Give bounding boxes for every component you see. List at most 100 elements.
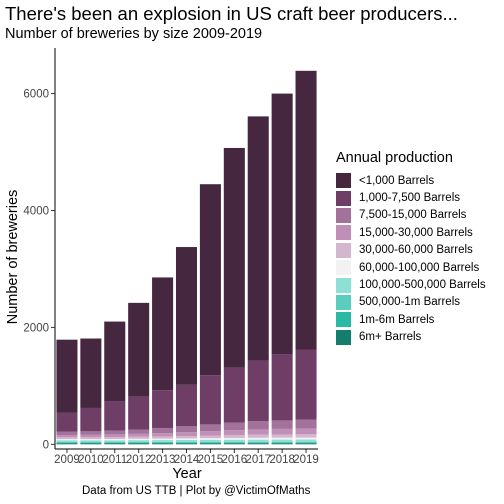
- legend-swatch: [336, 277, 351, 293]
- x-tick-label: 2011: [102, 454, 127, 466]
- bar-segment-2013-3: [152, 440, 174, 442]
- bar-segment-2015-9: [199, 184, 221, 376]
- bar-segment-2019-9: [295, 70, 317, 350]
- chart-subtitle: Number of breweries by size 2009-2019: [5, 26, 263, 42]
- bar-segment-2011-4: [104, 438, 126, 441]
- bar-segment-2016-9: [223, 147, 245, 368]
- bar-segment-2015-7: [199, 424, 221, 432]
- legend-label: <1,000 Barrels: [359, 174, 435, 187]
- y-tick-label: 6000: [23, 89, 49, 101]
- legend-item: 6m+ Barrels: [336, 329, 486, 346]
- bar-segment-2014-4: [175, 438, 198, 440]
- bar-segment-2014-6: [175, 432, 198, 436]
- bar-segment-2018-2: [271, 441, 293, 443]
- bar-segment-2013-0: [152, 443, 174, 445]
- bar-segment-2012-8: [128, 396, 150, 430]
- bar-segment-2017-8: [247, 360, 269, 422]
- bar-segment-2018-7: [271, 420, 293, 429]
- y-tick-label: 0: [43, 439, 49, 451]
- chart-title: There's been an explosion in US craft be…: [5, 3, 458, 24]
- bar-segment-2016-4: [223, 437, 245, 440]
- bar-segment-2015-3: [199, 439, 221, 442]
- y-axis-title: Number of breweries: [5, 190, 21, 325]
- bars-layer: [56, 70, 317, 445]
- legend-label: 100,000-500,000 Barrels: [359, 279, 486, 292]
- bar-segment-2018-5: [271, 434, 293, 438]
- bar-segment-2017-5: [247, 434, 269, 438]
- legend: Annual production <1,000 Barrels 1,000-7,…: [336, 150, 486, 346]
- bar-segment-2012-1: [128, 442, 150, 444]
- bar-segment-2011-1: [104, 442, 126, 444]
- legend-label: 500,000-1m Barrels: [359, 296, 460, 309]
- legend-swatch: [336, 242, 351, 258]
- bar-segment-2015-6: [199, 431, 221, 436]
- bar-segment-2014-0: [175, 443, 198, 445]
- bar-segment-2018-3: [271, 439, 293, 442]
- chart-caption: Data from US TTB | Plot by @VictimOfMath…: [82, 485, 311, 497]
- bar-segment-2015-8: [199, 375, 221, 425]
- bar-segment-2012-9: [128, 302, 150, 397]
- bar-segment-2016-0: [223, 443, 245, 445]
- bar-segment-2015-0: [199, 443, 221, 445]
- bar-segment-2009-0: [56, 443, 78, 445]
- bar-segment-2016-7: [223, 422, 245, 431]
- bar-segment-2013-2: [152, 441, 174, 443]
- bar-segment-2010-9: [80, 338, 102, 408]
- bar-segment-2011-8: [104, 401, 126, 431]
- legend-label: 1,000-7,500 Barrels: [359, 192, 461, 205]
- bar-segment-2010-5: [80, 437, 102, 440]
- x-tick-label: 2009: [54, 454, 80, 466]
- legend-swatch: [336, 207, 351, 223]
- legend-swatch: [336, 173, 351, 189]
- bar-segment-2019-6: [295, 428, 317, 435]
- bar-segment-2018-6: [271, 428, 293, 435]
- bar-segment-2019-0: [295, 443, 317, 445]
- bar-segment-2017-4: [247, 437, 269, 440]
- bar-segment-2010-0: [80, 443, 102, 445]
- legend-label: 30,000-60,000 Barrels: [359, 244, 473, 257]
- bar-segment-2019-2: [295, 441, 317, 443]
- bar-segment-2017-1: [247, 442, 269, 444]
- bar-segment-2014-9: [175, 247, 198, 385]
- bar-segment-2013-6: [152, 433, 174, 437]
- bar-segment-2010-8: [80, 407, 102, 432]
- bar-segment-2013-9: [152, 277, 174, 391]
- bar-segment-2009-8: [56, 412, 78, 432]
- legend-item: 7,500-15,000 Barrels: [336, 207, 486, 224]
- bar-segment-2014-3: [175, 439, 198, 442]
- legend-label: 60,000-100,000 Barrels: [359, 261, 480, 274]
- legend-item: 60,000-100,000 Barrels: [336, 259, 486, 276]
- bar-segment-2009-7: [56, 431, 78, 435]
- bar-segment-2017-7: [247, 421, 269, 430]
- y-tick-label: 4000: [23, 206, 49, 218]
- bar-segment-2017-9: [247, 116, 269, 361]
- x-tick-label: 2016: [222, 454, 248, 466]
- bar-segment-2018-9: [271, 93, 293, 355]
- bar-segment-2012-7: [128, 429, 150, 434]
- bar-segment-2016-8: [223, 367, 245, 423]
- bar-segment-2009-2: [56, 441, 78, 443]
- x-tick-label: 2012: [126, 454, 152, 466]
- bar-segment-2017-0: [247, 443, 269, 445]
- bar-segment-2012-5: [128, 436, 150, 439]
- bar-segment-2016-3: [223, 439, 245, 442]
- bar-segment-2012-2: [128, 441, 150, 443]
- bar-segment-2017-2: [247, 441, 269, 443]
- legend-item: <1,000 Barrels: [336, 172, 486, 189]
- bar-segment-2011-9: [104, 321, 126, 402]
- bar-segment-2013-5: [152, 436, 174, 439]
- bar-segment-2009-5: [56, 437, 78, 440]
- bar-segment-2019-4: [295, 437, 317, 440]
- bar-segment-2018-1: [271, 442, 293, 444]
- legend-item: 1,000-7,500 Barrels: [336, 189, 486, 206]
- bar-segment-2014-8: [175, 384, 198, 427]
- bar-segment-2017-3: [247, 439, 269, 442]
- x-tick-label: 2017: [245, 454, 271, 466]
- bar-segment-2019-3: [295, 439, 317, 442]
- bar-segment-2009-1: [56, 442, 78, 444]
- legend-label: 15,000-30,000 Barrels: [359, 226, 473, 239]
- legend-label: 7,500-15,000 Barrels: [359, 209, 467, 222]
- bar-segment-2019-8: [295, 349, 317, 420]
- bar-segment-2015-2: [199, 441, 221, 443]
